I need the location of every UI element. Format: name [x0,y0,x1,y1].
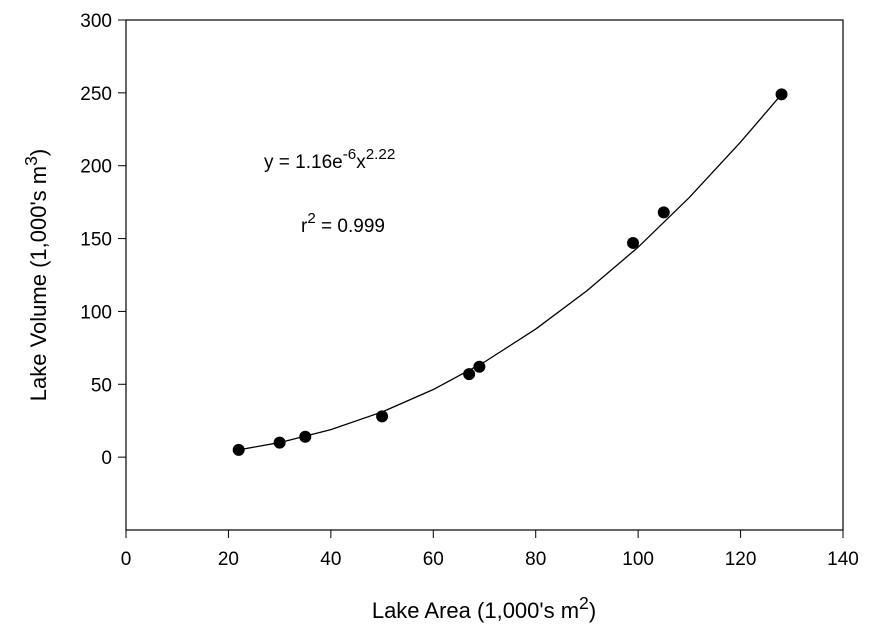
x-tick-label: 20 [218,549,239,570]
text-part: ) [589,598,596,623]
y-axis-label: Lake Volume (1,000's m3) [21,149,51,401]
x-axis-label: Lake Area (1,000's m2) [372,593,596,623]
data-point [232,443,245,456]
data-point [463,368,476,381]
data-point [473,360,486,373]
text-part: = 0.999 [316,216,385,237]
text-part: Lake Area (1,000's m [372,598,579,623]
x-tick-label: 0 [121,549,132,570]
text-part: 2 [307,210,315,227]
x-tick-label: 40 [320,549,341,570]
text-part: ) [26,149,51,156]
text-part: y = 1.16e [264,152,343,173]
fit-curve [238,93,783,451]
y-tick-label: 0 [101,448,112,469]
y-tick-label: 250 [80,84,112,105]
x-tick-label: 80 [525,549,546,570]
y-tick-label: 50 [91,375,112,396]
data-point [775,88,788,101]
text-part: 2.22 [366,146,396,163]
data-point [657,206,670,219]
y-tick-label: 150 [80,230,112,251]
x-tick-label: 120 [725,549,757,570]
x-tick-label: 140 [827,549,859,570]
text-part: x [356,152,366,173]
text-part: -6 [343,146,357,163]
y-tick-label: 100 [80,302,112,323]
x-tick-label: 60 [423,549,444,570]
text-part: 3 [21,156,41,166]
plot-frame [125,19,844,531]
annotation: r2 = 0.999 [301,210,385,237]
data-point [627,236,640,249]
annotation: y = 1.16e-6x2.22 [264,146,395,173]
y-tick-label: 300 [80,11,112,32]
data-point [299,430,312,443]
data-point [273,436,286,449]
text-part: 2 [579,593,589,613]
text-part: Lake Volume (1,000's m [26,166,51,401]
x-tick-label: 100 [622,549,654,570]
text-part: r [301,216,308,237]
y-tick-label: 200 [80,157,112,178]
data-point [376,410,389,423]
